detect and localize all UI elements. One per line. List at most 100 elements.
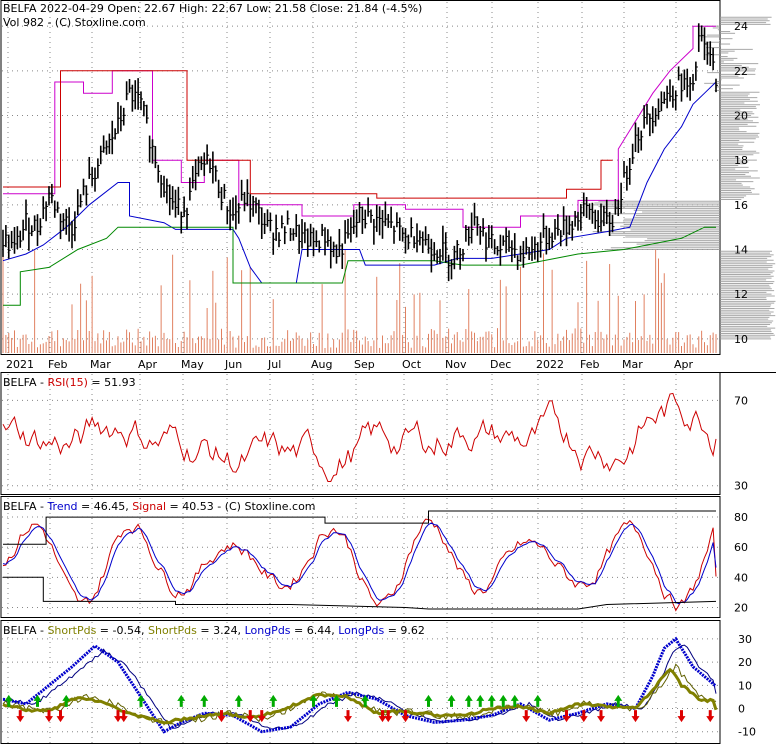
up-arrow-marker bbox=[499, 694, 508, 707]
down-arrow-marker bbox=[522, 710, 531, 723]
rsi-label: RSI(15) bbox=[47, 376, 87, 389]
panel-frame bbox=[0, 496, 721, 618]
support-line bbox=[2, 81, 717, 284]
price-tick-label: 18 bbox=[734, 154, 748, 167]
trend-lower-envelope bbox=[3, 576, 717, 610]
trend-tick-label: 20 bbox=[734, 601, 748, 614]
date-tick-label: Mar bbox=[622, 358, 643, 371]
rsi-tick-label: 70 bbox=[734, 394, 748, 407]
date-tick-label: Feb bbox=[580, 358, 599, 371]
header-line1: BELFA 2022-04-29 Open: 22.67 High: 22.67… bbox=[3, 2, 422, 15]
trend-tick-label: 60 bbox=[734, 541, 748, 554]
up-arrow-marker bbox=[234, 694, 243, 707]
up-arrow-marker bbox=[62, 694, 71, 707]
up-arrow-marker bbox=[510, 694, 519, 707]
down-arrow-marker bbox=[217, 710, 226, 723]
down-arrow-marker bbox=[706, 710, 715, 723]
volume-bars bbox=[2, 249, 717, 353]
date-tick-label: Dec bbox=[490, 358, 511, 371]
shortpds-series-line bbox=[2, 663, 717, 726]
grid-lines bbox=[2, 2, 720, 743]
price-tick-label: 10 bbox=[734, 333, 748, 346]
down-arrow-marker bbox=[257, 710, 266, 723]
date-tick-label: Apr bbox=[138, 358, 158, 371]
signal-value: = 40.53 bbox=[166, 500, 214, 513]
trend-suffix: - (C) Stoxline.com bbox=[214, 500, 316, 513]
trend-title: BELFA - Trend = 46.45, Signal = 40.53 - … bbox=[3, 500, 316, 513]
up-arrow-marker bbox=[464, 694, 473, 707]
lower-band-line bbox=[3, 226, 716, 306]
pds-tick-label: 10 bbox=[738, 679, 752, 692]
date-tick-label: Jun bbox=[224, 358, 242, 371]
date-tick-label: Oct bbox=[402, 358, 422, 371]
price-tick-label: 20 bbox=[734, 110, 748, 123]
down-arrow-marker bbox=[56, 710, 65, 723]
trend-label: Trend bbox=[46, 500, 77, 513]
date-tick-label: Mar bbox=[90, 358, 111, 371]
pds-lines bbox=[2, 636, 718, 734]
date-tick-label: 2022 bbox=[536, 358, 564, 371]
up-arrow-marker bbox=[200, 694, 209, 707]
trend-prefix: BELFA - bbox=[3, 500, 47, 513]
up-arrow-marker bbox=[4, 694, 13, 707]
rsi-tick-label: 30 bbox=[734, 480, 748, 493]
date-tick-label: Feb bbox=[48, 358, 67, 371]
pds-item-1-value: = 3.24, bbox=[197, 624, 245, 637]
price-tick-label: 16 bbox=[734, 199, 748, 212]
longpds-series-line bbox=[2, 644, 717, 730]
down-arrow-marker bbox=[119, 710, 128, 723]
up-arrow-marker bbox=[476, 694, 485, 707]
price-lines bbox=[2, 23, 718, 306]
up-arrow-marker bbox=[137, 694, 145, 707]
trend-tick-label: 40 bbox=[734, 571, 748, 584]
up-arrow-marker bbox=[447, 694, 456, 707]
panel-frame bbox=[0, 620, 721, 744]
rsi-line bbox=[2, 392, 717, 482]
trend-lines bbox=[2, 510, 717, 612]
pds-item-0-value: = -0.54, bbox=[96, 624, 148, 637]
pds-item-3-value: = 9.62 bbox=[384, 624, 425, 637]
up-arrow-marker bbox=[361, 694, 370, 707]
pds-item-2-value: = 6.44, bbox=[291, 624, 339, 637]
shortpds-series-line bbox=[2, 667, 718, 725]
header-line2: Vol 982 - (C) Stoxline.com bbox=[3, 16, 146, 29]
down-arrow-marker bbox=[45, 710, 53, 723]
date-tick-label: Nov bbox=[445, 358, 467, 371]
pds-tick-label: 20 bbox=[738, 656, 752, 669]
pds-item-0-label: ShortPds bbox=[47, 624, 96, 637]
down-arrow-marker bbox=[378, 710, 387, 723]
trend-tick-label: 80 bbox=[734, 511, 748, 524]
resistance-line bbox=[3, 70, 613, 199]
pds-prefix: BELFA - bbox=[3, 624, 47, 637]
down-arrow-marker bbox=[579, 710, 588, 723]
pds-tick-label: -10 bbox=[738, 726, 756, 739]
down-arrow-marker bbox=[384, 710, 393, 723]
down-arrow-marker bbox=[677, 710, 686, 723]
price-tick-label: 22 bbox=[734, 65, 748, 78]
trend-value: = 46.45, bbox=[78, 500, 133, 513]
trend-upper-envelope bbox=[3, 510, 716, 545]
down-arrow-marker bbox=[16, 710, 25, 723]
date-tick-label: 2021 bbox=[6, 358, 34, 371]
up-arrow-marker bbox=[487, 694, 496, 707]
signal-arrows bbox=[4, 694, 715, 723]
up-arrow-marker bbox=[332, 694, 341, 707]
up-arrow-marker bbox=[614, 694, 623, 707]
down-arrow-marker bbox=[114, 710, 122, 723]
up-arrow-marker bbox=[309, 694, 318, 707]
pds-item-2-label: LongPds bbox=[245, 624, 291, 637]
longpds-series-line bbox=[2, 636, 717, 734]
price-tick-label: 12 bbox=[734, 288, 748, 301]
up-arrow-marker bbox=[424, 694, 433, 707]
pds-tick-label: 30 bbox=[738, 633, 752, 646]
signal-label: Signal bbox=[132, 500, 166, 513]
up-arrow-marker bbox=[33, 694, 42, 707]
date-tick-label: Aug bbox=[311, 358, 332, 371]
up-arrow-marker bbox=[269, 694, 278, 707]
trend-series-line bbox=[2, 522, 717, 605]
panel-frame bbox=[0, 0, 721, 355]
date-tick-label: May bbox=[181, 358, 204, 371]
